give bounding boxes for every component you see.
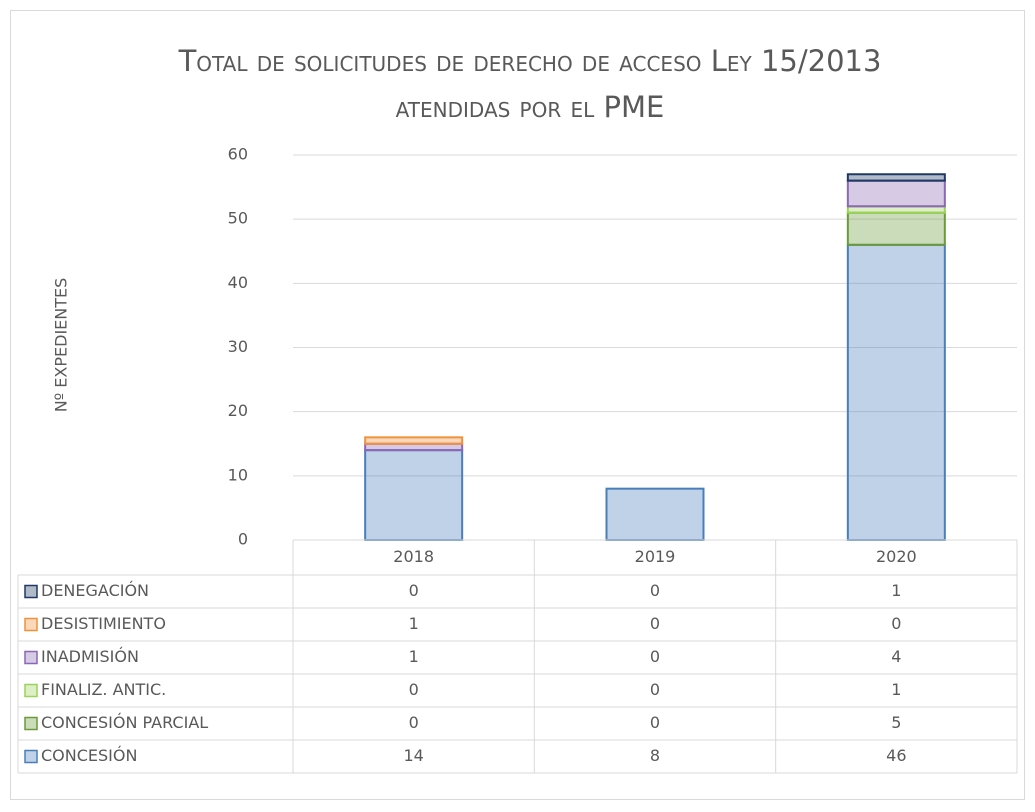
table-value: 0 bbox=[891, 614, 901, 633]
table-header: 2020 bbox=[876, 547, 917, 566]
y-axis-label: Nº EXPEDIENTES bbox=[52, 278, 71, 413]
bar-segment bbox=[846, 211, 946, 246]
table-value: 0 bbox=[650, 581, 660, 600]
table-value: 4 bbox=[891, 647, 901, 666]
legend-key bbox=[24, 749, 38, 764]
legend-label: INADMISIÓN bbox=[41, 647, 139, 666]
table-value: 14 bbox=[403, 746, 423, 765]
table-value: 0 bbox=[650, 713, 660, 732]
y-tick-label: 30 bbox=[228, 337, 248, 356]
y-tick-label: 0 bbox=[238, 530, 248, 549]
chart-border bbox=[10, 10, 1025, 800]
table-value: 8 bbox=[650, 746, 660, 765]
legend-label: FINALIZ. ANTIC. bbox=[41, 680, 166, 699]
table-value: 1 bbox=[409, 614, 419, 633]
legend-label: CONCESIÓN PARCIAL bbox=[41, 713, 208, 732]
table-value: 0 bbox=[409, 713, 419, 732]
legend-key bbox=[24, 683, 38, 698]
bar-segment bbox=[846, 243, 946, 541]
chart-title: Total de solicitudes de derecho de acces… bbox=[178, 44, 882, 124]
bar-segment bbox=[364, 436, 464, 445]
table-value: 0 bbox=[409, 680, 419, 699]
table-header: 2019 bbox=[635, 547, 676, 566]
y-tick-label: 40 bbox=[228, 273, 248, 292]
bar-segment bbox=[364, 449, 464, 541]
table-header: 2018 bbox=[393, 547, 434, 566]
table-value: 0 bbox=[650, 614, 660, 633]
y-tick-label: 50 bbox=[228, 209, 248, 228]
table-value: 1 bbox=[891, 680, 901, 699]
table-value: 1 bbox=[409, 647, 419, 666]
legend-key bbox=[24, 650, 38, 665]
table-value: 5 bbox=[891, 713, 901, 732]
table-value: 0 bbox=[409, 581, 419, 600]
legend-label: DENEGACIÓN bbox=[41, 581, 149, 600]
legend-label: CONCESIÓN bbox=[41, 746, 137, 765]
y-tick-label: 60 bbox=[228, 145, 248, 164]
bar-segment bbox=[605, 487, 705, 541]
table-value: 1 bbox=[891, 581, 901, 600]
y-tick-label: 20 bbox=[228, 401, 248, 420]
legend-key bbox=[24, 716, 38, 731]
legend-key bbox=[24, 617, 38, 632]
table-value: 0 bbox=[650, 647, 660, 666]
legend-key bbox=[24, 584, 38, 599]
table-value: 0 bbox=[650, 680, 660, 699]
table-value: 46 bbox=[886, 746, 906, 765]
legend-label: DESISTIMIENTO bbox=[41, 614, 166, 633]
y-tick-label: 10 bbox=[228, 465, 248, 484]
bar-segment bbox=[846, 173, 946, 182]
bar-segment bbox=[846, 179, 946, 208]
